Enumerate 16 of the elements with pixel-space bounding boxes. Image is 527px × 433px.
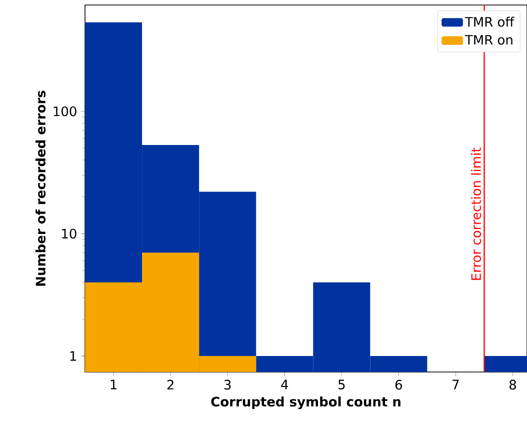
x-tick-label: 8 <box>509 380 516 390</box>
x-tick-label: 4 <box>281 380 288 390</box>
x-tick-label: 1 <box>110 380 116 390</box>
x-tick-label: 3 <box>224 380 231 390</box>
y-tick-label: 10 <box>62 228 76 239</box>
x-tick-label: 7 <box>452 380 459 390</box>
x-tick-label: 2 <box>167 380 174 390</box>
legend-label: TMR on <box>464 35 512 45</box>
legend-label: TMR off <box>464 16 514 27</box>
y-tick-label: 1 <box>70 351 76 361</box>
x-tick-label: 5 <box>338 380 345 390</box>
x-axis-title: Corrupted symbol count n <box>211 396 400 410</box>
ref-line-label: Error correction limit <box>470 148 482 280</box>
y-tick-label: 100 <box>54 106 76 116</box>
x-tick-label: 6 <box>395 380 402 390</box>
y-axis-title: Number of recorded errors <box>35 90 46 286</box>
